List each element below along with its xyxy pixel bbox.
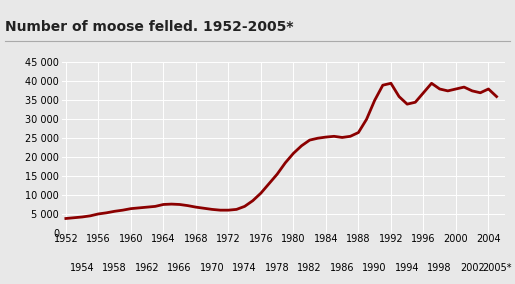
Text: Number of moose felled. 1952-2005*: Number of moose felled. 1952-2005* bbox=[5, 20, 294, 34]
